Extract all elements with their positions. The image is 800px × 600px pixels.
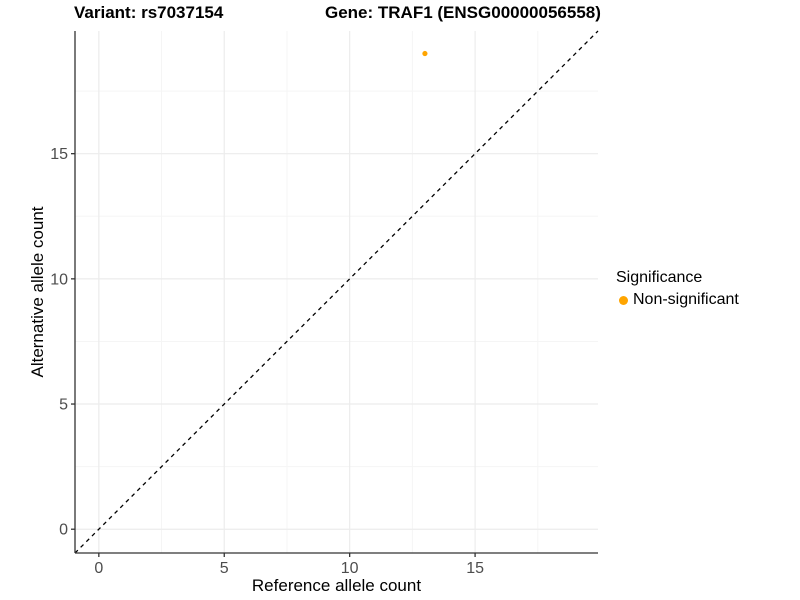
x-tick-label: 0 <box>94 560 103 577</box>
legend: Significance Non-significant <box>616 269 739 309</box>
y-tick-label: 15 <box>50 146 68 163</box>
plot-title-gene: Gene: TRAF1 (ENSG00000056558) <box>325 3 601 22</box>
legend-item-non-significant: Non-significant <box>616 291 739 309</box>
x-tick-label: 10 <box>341 560 359 577</box>
x-tick-label: 5 <box>220 560 229 577</box>
x-axis-title: Reference allele count <box>251 576 422 595</box>
legend-item-label: Non-significant <box>633 291 739 308</box>
y-axis-title: Alternative allele count <box>28 206 47 378</box>
legend-title: Significance <box>616 269 703 286</box>
y-tick-label: 10 <box>50 271 68 288</box>
plot-title-variant: Variant: rs7037154 <box>74 3 224 22</box>
data-point <box>422 50 428 57</box>
x-tick-label: 15 <box>466 560 484 577</box>
identity-dashed-line <box>74 30 599 554</box>
y-tick-label: 5 <box>59 397 68 414</box>
legend-point-icon <box>619 295 628 305</box>
y-tick-label: 0 <box>59 522 68 539</box>
